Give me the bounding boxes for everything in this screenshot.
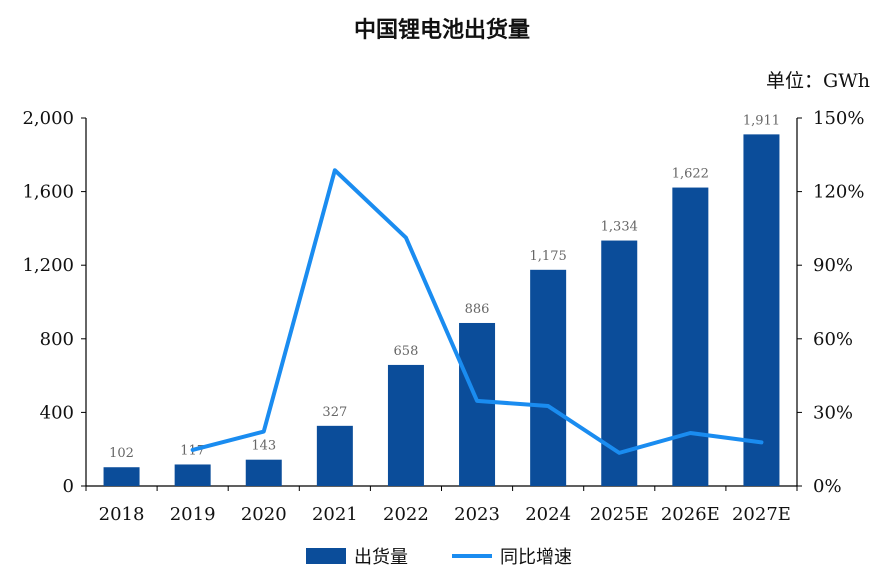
x-tick-label: 2024 (525, 504, 571, 525)
right-tick-label: 120% (813, 182, 864, 203)
bar (743, 134, 780, 486)
left-tick-label: 0 (63, 476, 74, 497)
x-tick-label: 2027E (732, 504, 791, 525)
right-tick-label: 90% (813, 255, 853, 276)
bar-data-label: 1,175 (530, 249, 567, 264)
x-tick-label: 2018 (99, 504, 145, 525)
chart-title: 中国锂电池出货量 (353, 18, 530, 43)
x-tick-label: 2022 (383, 504, 429, 525)
bar-data-label: 1,911 (743, 113, 780, 128)
bar (245, 459, 282, 486)
left-tick-label: 1,600 (22, 182, 74, 203)
right-tick-label: 60% (813, 329, 853, 350)
bar (672, 187, 709, 486)
bar-data-label: 143 (251, 439, 276, 454)
left-tick-label: 800 (40, 329, 74, 350)
bar-data-label: 102 (109, 446, 134, 461)
right-tick-label: 0% (813, 476, 842, 497)
unit-label: 单位：GWh (766, 70, 870, 92)
bar-data-label: 886 (465, 302, 490, 317)
bar-data-label: 1,622 (672, 167, 709, 182)
left-tick-label: 400 (40, 402, 74, 423)
x-tick-label: 2025E (590, 504, 649, 525)
bar (316, 425, 353, 486)
bar (103, 467, 140, 486)
left-tick-label: 2,000 (22, 108, 74, 129)
x-tick-label: 2023 (454, 504, 500, 525)
legend-label-bar: 出货量 (354, 547, 408, 568)
bar-data-label: 327 (322, 405, 347, 420)
bar (530, 269, 567, 486)
legend-swatch-bar (306, 548, 346, 564)
bar-data-label: 658 (394, 344, 419, 359)
left-tick-label: 1,200 (22, 255, 74, 276)
bar (174, 464, 211, 486)
bar-data-label: 1,334 (601, 220, 638, 235)
x-tick-label: 2020 (241, 504, 287, 525)
bar (387, 364, 424, 486)
x-tick-label: 2019 (170, 504, 216, 525)
bar (459, 322, 496, 486)
right-tick-label: 150% (813, 108, 864, 129)
x-tick-label: 2026E (661, 504, 720, 525)
right-tick-label: 30% (813, 402, 853, 423)
legend-label-line: 同比增速 (500, 547, 572, 568)
x-tick-label: 2021 (312, 504, 358, 525)
